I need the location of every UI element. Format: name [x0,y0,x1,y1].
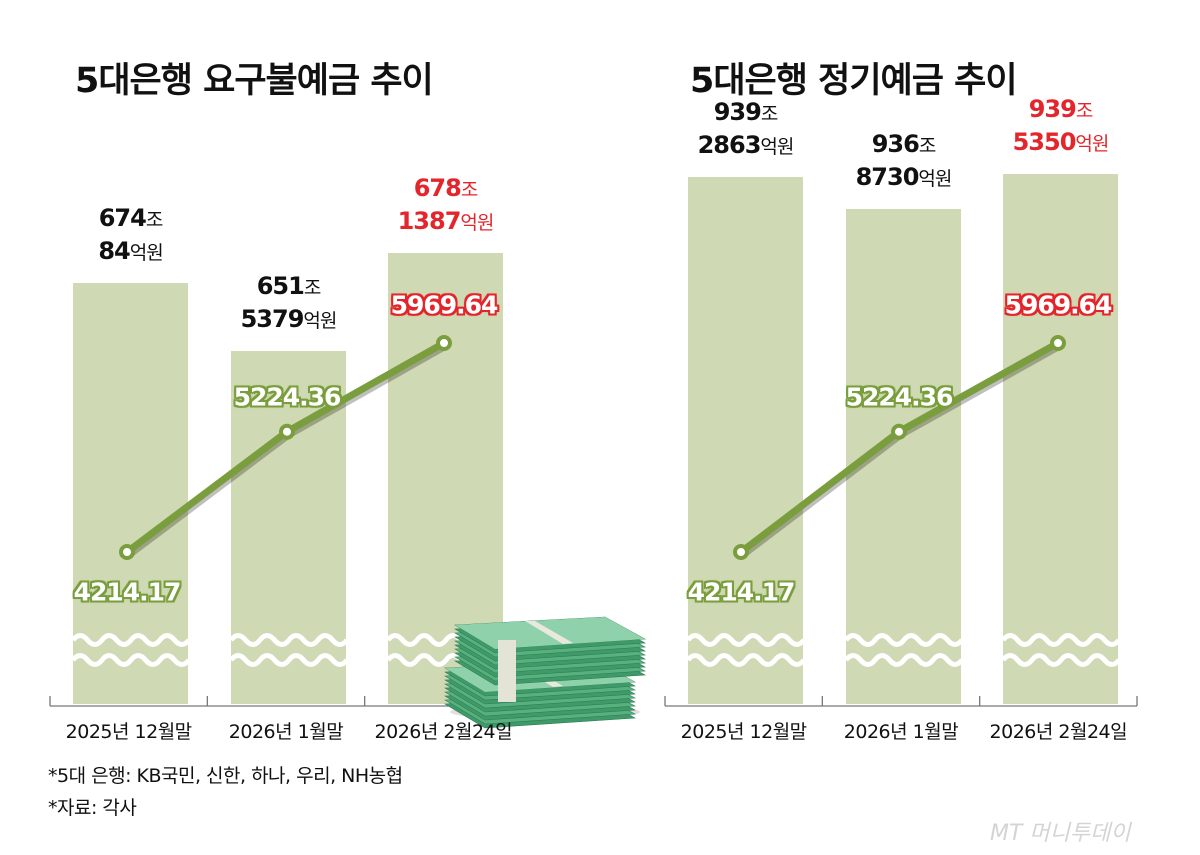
bar-value-label: 939조 2863억원 [646,97,846,163]
line-point [733,544,749,560]
x-tick-label: 2025년 12월말 [680,721,808,743]
line-point [436,335,452,351]
axis-break-wave [686,653,806,667]
line-value-label: 5969.64 [1004,290,1113,320]
unit: 억원 [460,212,494,234]
chart-title-demand-deposits: 5대은행 요구불예금 추이 [75,61,434,101]
axis-break-wave [686,633,806,647]
value-hundred-million: 5350 [1012,128,1077,156]
x-tick-label: 2026년 2월24일 [989,721,1128,743]
axis-break-wave [71,633,191,647]
axis-break-wave [229,633,349,647]
unit: 억원 [1075,133,1109,155]
x-tick-label: 2025년 12월말 [65,721,193,743]
unit: 조 [303,277,322,299]
line-point [279,423,295,440]
bar-value-label: 651조 5379억원 [189,271,389,337]
bar [688,177,803,704]
axis-break-wave [229,653,349,667]
axis-break-wave [71,653,191,667]
line-value-label: 5224.36 [845,382,954,412]
value-trillion: 678 [413,174,462,202]
line-value-label: 5224.36 [233,382,342,412]
value-trillion: 936 [871,130,920,158]
money-stack-icon [444,616,647,729]
value-hundred-million: 2863 [697,131,762,159]
unit: 조 [145,209,164,231]
line-value-label: 4214.17 [687,577,796,607]
value-hundred-million: 5379 [240,305,305,333]
unit: 억원 [129,242,164,264]
chart-title-time-deposits: 5대은행 정기예금 추이 [690,61,1018,101]
unit: 조 [460,179,479,201]
axis-break-wave [1001,633,1121,647]
line-value-label: 5969.64 [390,290,499,320]
bar-value-label: 939조 5350억원 [961,94,1161,160]
line-value-label: 4214.17 [73,577,182,607]
footnote-source: *자료: 각사 [48,797,137,819]
value-trillion: 939 [713,98,762,126]
bar-value-label: 936조 8730억원 [804,129,1004,195]
unit: 억원 [760,136,794,158]
x-tick-label: 2026년 1월말 [228,721,344,743]
unit: 조 [918,135,937,157]
bar-value-label: 678조 1387억원 [346,173,546,239]
line-point [119,544,135,560]
value-hundred-million: 8730 [855,163,920,191]
unit: 조 [1075,100,1094,122]
unit: 억원 [303,310,337,332]
axis-break-wave [844,633,964,647]
x-tick-label: 2026년 1월말 [843,721,959,743]
value-trillion: 651 [256,272,305,300]
axis-break-wave [844,653,964,667]
bar [1003,174,1118,704]
value-trillion: 674 [98,204,147,232]
footnote-banks: *5대 은행: KB국민, 신한, 하나, 우리, NH농협 [48,765,403,787]
bar-value-label: 674조 84억원 [31,203,231,269]
unit: 조 [760,103,779,125]
value-trillion: 939 [1028,95,1077,123]
line-point [891,423,907,440]
line-point [1050,335,1066,351]
unit: 억원 [918,168,952,190]
x-tick-label: 2026년 2월24일 [374,721,513,743]
logo: MT 머니투데이 [990,821,1131,846]
value-hundred-million: 84 [98,237,130,265]
value-hundred-million: 1387 [397,207,462,235]
axis-break-wave [1001,653,1121,667]
